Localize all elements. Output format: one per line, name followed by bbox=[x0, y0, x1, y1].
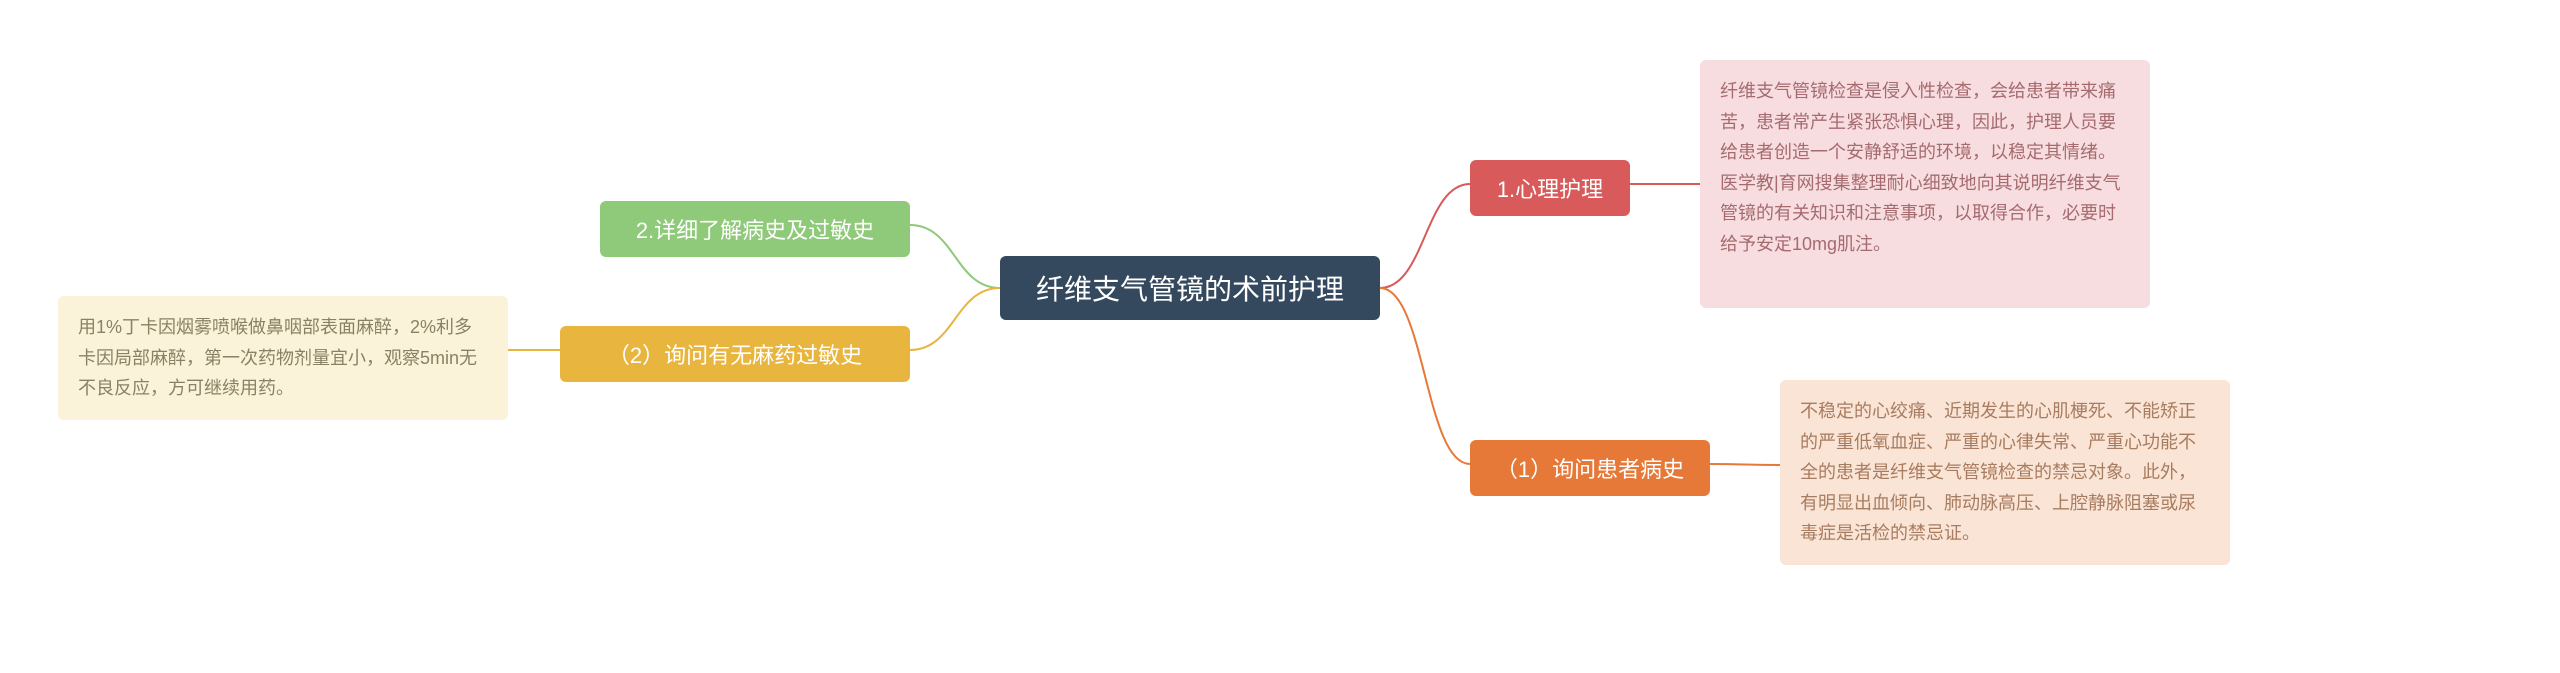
connector-edge bbox=[1380, 184, 1470, 288]
connector-edge bbox=[910, 225, 1000, 288]
right-desc-psych: 纤维支气管镜检查是侵入性检查，会给患者带来痛苦，患者常产生紧张恐惧心理，因此，护… bbox=[1700, 60, 2150, 308]
left-node-history-label: 2.详细了解病史及过敏史 bbox=[636, 213, 874, 245]
left-desc-allergy-text: 用1%丁卡因烟雾喷喉做鼻咽部表面麻醉，2%利多卡因局部麻醉，第一次药物剂量宜小，… bbox=[78, 317, 477, 398]
root-node: 纤维支气管镜的术前护理 bbox=[1000, 256, 1380, 320]
right-node-psych-label: 1.心理护理 bbox=[1497, 172, 1603, 204]
left-node-allergy: （2）询问有无麻药过敏史 bbox=[560, 326, 910, 382]
right-desc-psych-text: 纤维支气管镜检查是侵入性检查，会给患者带来痛苦，患者常产生紧张恐惧心理，因此，护… bbox=[1720, 81, 2121, 254]
left-node-allergy-label: （2）询问有无麻药过敏史 bbox=[608, 338, 862, 370]
right-node-patienthist-label: （1）询问患者病史 bbox=[1496, 452, 1684, 484]
left-desc-allergy: 用1%丁卡因烟雾喷喉做鼻咽部表面麻醉，2%利多卡因局部麻醉，第一次药物剂量宜小，… bbox=[58, 296, 508, 420]
right-node-psych: 1.心理护理 bbox=[1470, 160, 1630, 216]
connector-edge bbox=[1380, 288, 1470, 464]
connector-edge bbox=[1710, 464, 1780, 465]
root-label: 纤维支气管镜的术前护理 bbox=[1036, 268, 1344, 308]
connector-edge bbox=[910, 288, 1000, 350]
right-node-patienthist: （1）询问患者病史 bbox=[1470, 440, 1710, 496]
right-desc-patienthist-text: 不稳定的心绞痛、近期发生的心肌梗死、不能矫正的严重低氧血症、严重的心律失常、严重… bbox=[1800, 401, 2196, 543]
right-desc-patienthist: 不稳定的心绞痛、近期发生的心肌梗死、不能矫正的严重低氧血症、严重的心律失常、严重… bbox=[1780, 380, 2230, 565]
left-node-history: 2.详细了解病史及过敏史 bbox=[600, 201, 910, 257]
